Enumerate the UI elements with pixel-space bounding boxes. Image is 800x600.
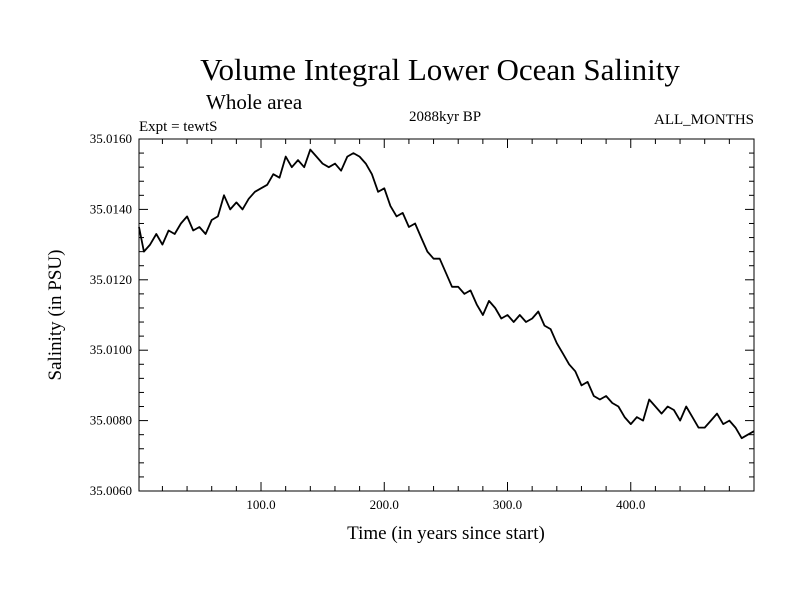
experiment-label: Expt = tewtS: [139, 119, 217, 135]
y-tick-label: 35.0140: [90, 201, 132, 216]
x-tick-label: 400.0: [616, 497, 645, 512]
series-layer: [138, 148, 755, 440]
y-axis-ticks: 35.0060 35.0080 35.0100 35.0120 35.0140 35.01…: [90, 131, 754, 498]
salinity-series-line: [138, 148, 755, 440]
chart-subtitle: Whole area: [206, 90, 303, 114]
months-label: ALL_MONTHS: [654, 112, 754, 128]
y-tick-label: 35.0080: [90, 413, 132, 428]
y-tick-label: 35.0060: [90, 483, 132, 498]
x-tick-label: 200.0: [370, 497, 399, 512]
x-axis-label: Time (in years since start): [347, 523, 545, 544]
y-axis-label: Salinity (in PSU): [45, 250, 66, 381]
x-tick-label: 300.0: [493, 497, 522, 512]
chart-title: Volume Integral Lower Ocean Salinity: [200, 52, 680, 87]
y-tick-label: 35.0160: [90, 131, 132, 146]
period-label: 2088kyr BP: [409, 109, 481, 125]
y-tick-label: 35.0100: [90, 342, 132, 357]
x-tick-label: 100.0: [246, 497, 275, 512]
y-tick-label: 35.0120: [90, 272, 132, 287]
plot-frame: [138, 138, 755, 492]
x-axis-ticks: 100.0 200.0 300.0 400.0: [161, 139, 730, 512]
